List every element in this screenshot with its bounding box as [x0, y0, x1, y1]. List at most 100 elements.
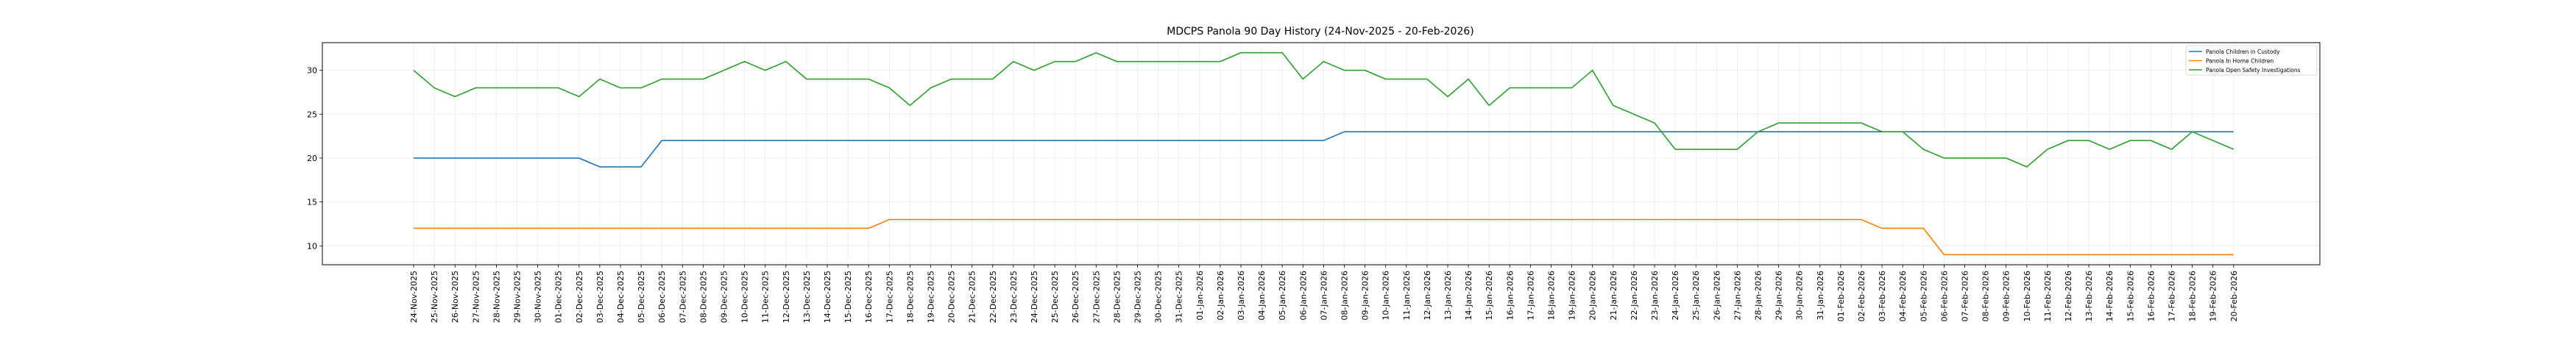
x-tick-label: 21-Dec-2025 — [968, 271, 977, 323]
x-tick-label: 07-Feb-2026 — [1961, 271, 1970, 321]
x-tick-label: 15-Feb-2026 — [2126, 271, 2135, 321]
x-tick-label: 24-Dec-2025 — [1030, 271, 1039, 323]
x-tick-label: 28-Nov-2025 — [492, 271, 501, 323]
x-tick-label: 13-Jan-2026 — [1443, 271, 1453, 321]
x-tick-label: 20-Dec-2025 — [947, 271, 957, 323]
x-tick-label: 27-Nov-2025 — [471, 271, 481, 323]
x-tick-label: 12-Dec-2025 — [782, 271, 791, 323]
x-tick-label: 04-Feb-2026 — [1898, 271, 1908, 321]
x-tick-label: 08-Dec-2025 — [698, 271, 708, 323]
x-tick-label: 07-Dec-2025 — [678, 271, 687, 323]
x-tick-label: 26-Jan-2026 — [1712, 271, 1722, 321]
x-tick-label: 07-Jan-2026 — [1319, 271, 1328, 321]
x-tick-label: 14-Jan-2026 — [1464, 271, 1473, 321]
x-tick-label: 03-Dec-2025 — [595, 271, 605, 323]
x-tick-label: 06-Jan-2026 — [1298, 271, 1308, 321]
legend-box — [2185, 45, 2318, 76]
x-tick-label: 27-Dec-2025 — [1091, 271, 1101, 323]
x-tick-label: 30-Jan-2026 — [1795, 271, 1805, 321]
x-tick-label: 24-Jan-2026 — [1671, 271, 1680, 321]
legend-label: Panola In Home Children — [2206, 58, 2274, 65]
x-tick-label: 09-Feb-2026 — [2002, 271, 2011, 321]
x-tick-label: 23-Jan-2026 — [1650, 271, 1660, 321]
x-tick-label: 08-Feb-2026 — [1981, 271, 1991, 321]
x-tick-label: 01-Feb-2026 — [1836, 271, 1846, 321]
x-tick-label: 20-Jan-2026 — [1588, 271, 1598, 321]
x-tick-label: 21-Jan-2026 — [1609, 271, 1618, 321]
x-tick-label: 19-Jan-2026 — [1568, 271, 1577, 321]
x-tick-label: 25-Jan-2026 — [1691, 271, 1701, 321]
x-tick-label: 03-Feb-2026 — [1878, 271, 1887, 321]
x-tick-label: 11-Jan-2026 — [1402, 271, 1412, 321]
y-tick-label: 30 — [307, 66, 317, 76]
x-tick-label: 29-Nov-2025 — [513, 271, 523, 323]
x-tick-label: 19-Feb-2026 — [2209, 271, 2218, 321]
x-tick-label: 28-Jan-2026 — [1754, 271, 1763, 321]
x-tick-label: 18-Feb-2026 — [2188, 271, 2198, 321]
x-tick-label: 17-Jan-2026 — [1526, 271, 1535, 321]
x-tick-label: 02-Jan-2026 — [1216, 271, 1225, 321]
x-tick-label: 12-Jan-2026 — [1423, 271, 1432, 321]
x-tick-label: 02-Dec-2025 — [575, 271, 584, 323]
x-tick-label: 27-Jan-2026 — [1733, 271, 1742, 321]
x-tick-label: 06-Feb-2026 — [1939, 271, 1949, 321]
x-tick-label: 26-Dec-2025 — [1071, 271, 1080, 323]
x-tick-label: 15-Dec-2025 — [843, 271, 853, 323]
x-tick-label: 10-Dec-2025 — [740, 271, 750, 323]
x-tick-label: 11-Feb-2026 — [2043, 271, 2053, 321]
x-tick-label: 31-Dec-2025 — [1175, 271, 1184, 323]
x-tick-label: 25-Dec-2025 — [1050, 271, 1060, 323]
x-tick-label: 22-Dec-2025 — [988, 271, 998, 323]
x-tick-label: 06-Dec-2025 — [657, 271, 667, 323]
x-tick-label: 03-Jan-2026 — [1236, 271, 1246, 321]
x-tick-label: 04-Jan-2026 — [1257, 271, 1267, 321]
x-tick-label: 28-Dec-2025 — [1112, 271, 1122, 323]
x-tick-label: 02-Feb-2026 — [1857, 271, 1866, 321]
x-tick-label: 29-Dec-2025 — [1133, 271, 1143, 323]
x-tick-label: 16-Dec-2025 — [864, 271, 874, 323]
x-tick-label: 09-Dec-2025 — [720, 271, 729, 323]
x-tick-label: 17-Feb-2026 — [2168, 271, 2177, 321]
x-tick-label: 30-Nov-2025 — [534, 271, 543, 323]
x-tick-label: 23-Dec-2025 — [1009, 271, 1019, 323]
x-tick-label: 13-Feb-2026 — [2084, 271, 2094, 321]
legend-label: Panola Children in Custody — [2206, 49, 2280, 55]
y-tick-label: 20 — [307, 154, 317, 163]
legend: Panola Children in Custody Panola In Home… — [2185, 45, 2318, 76]
x-tick-label: 18-Dec-2025 — [905, 271, 915, 323]
y-tick-label: 10 — [307, 241, 317, 251]
x-tick-label: 10-Feb-2026 — [2023, 271, 2032, 321]
x-tick-label: 30-Dec-2025 — [1154, 271, 1164, 323]
plot-frame — [322, 42, 2321, 265]
x-tick-label: 17-Dec-2025 — [885, 271, 894, 323]
x-tick-label: 08-Jan-2026 — [1340, 271, 1350, 321]
legend-label: Panola Open Safety Investigations — [2206, 67, 2301, 74]
x-tick-label: 05-Dec-2025 — [637, 271, 646, 323]
y-tick-label: 25 — [307, 110, 317, 119]
x-axis: 24-Nov-2025 25-Nov-2025 26-Nov-2025 27-Nov-… — [409, 265, 2239, 323]
series-lines — [413, 51, 2234, 256]
x-tick-label: 31-Jan-2026 — [1816, 271, 1825, 321]
x-tick-label: 18-Jan-2026 — [1547, 271, 1557, 321]
chart-title: MDCPS Panola 90 Day History (24-Nov-2025… — [1167, 26, 1473, 38]
y-tick-label: 15 — [307, 198, 317, 207]
x-tick-label: 01-Dec-2025 — [554, 271, 564, 323]
x-tick-label: 16-Jan-2026 — [1505, 271, 1515, 321]
x-tick-label: 15-Jan-2026 — [1485, 271, 1494, 321]
x-tick-label: 09-Jan-2026 — [1361, 271, 1370, 321]
x-tick-label: 13-Dec-2025 — [802, 271, 812, 323]
x-tick-label: 29-Jan-2026 — [1774, 271, 1784, 321]
x-tick-label: 22-Jan-2026 — [1630, 271, 1639, 321]
x-tick-label: 16-Feb-2026 — [2146, 271, 2156, 321]
x-tick-label: 14-Dec-2025 — [823, 271, 832, 323]
y-axis: 10 15 20 25 30 — [307, 66, 322, 251]
x-tick-label: 10-Jan-2026 — [1381, 271, 1391, 321]
x-tick-label: 14-Feb-2026 — [2105, 271, 2115, 321]
grid — [322, 43, 2320, 265]
x-tick-label: 20-Feb-2026 — [2229, 271, 2239, 321]
x-tick-label: 05-Jan-2026 — [1278, 271, 1287, 321]
x-tick-label: 01-Jan-2026 — [1195, 271, 1205, 321]
x-tick-label: 12-Feb-2026 — [2064, 271, 2073, 321]
x-tick-label: 25-Nov-2025 — [430, 271, 439, 323]
